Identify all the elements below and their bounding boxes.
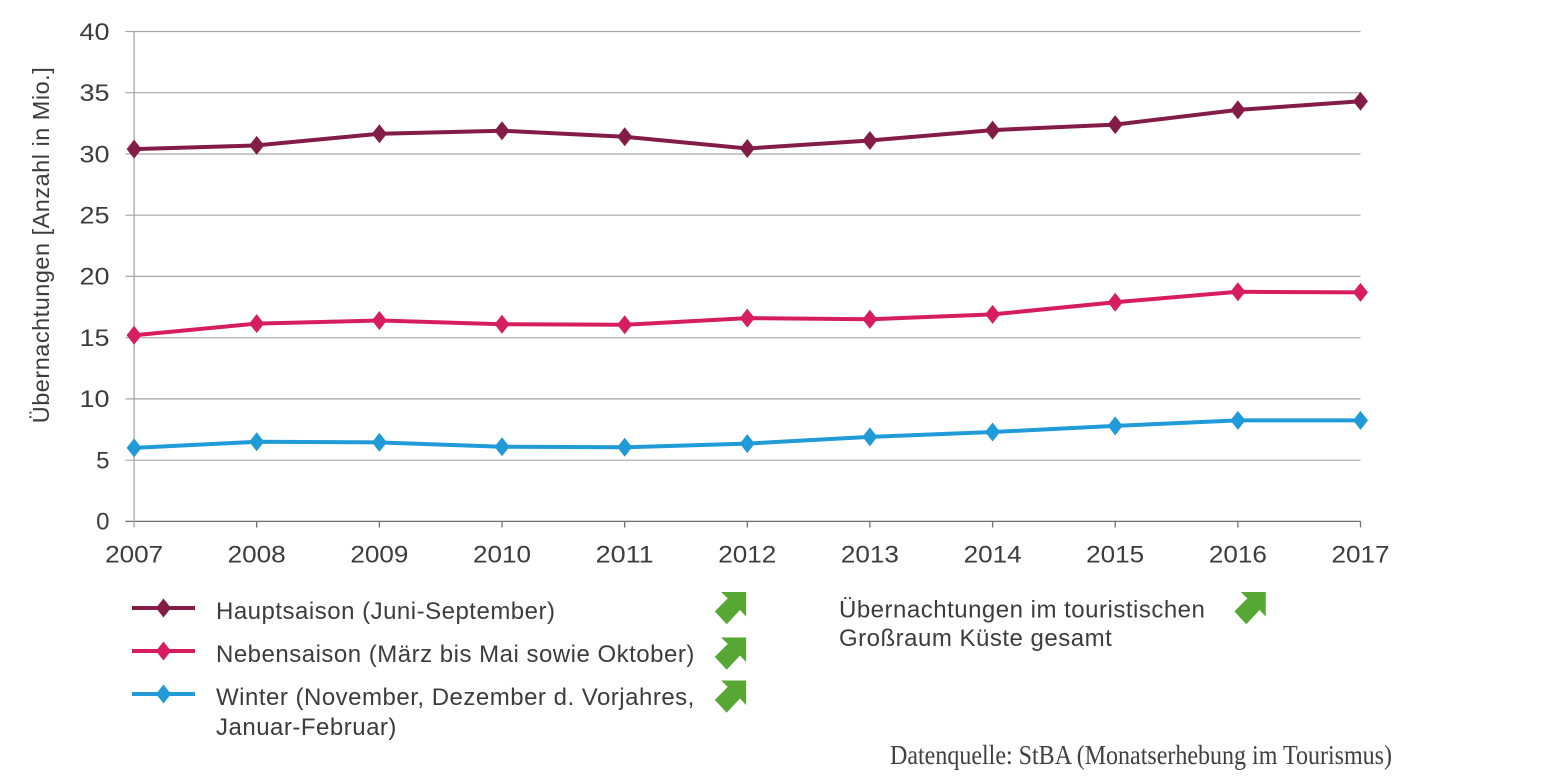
svg-text:40: 40 [80, 19, 110, 46]
svg-text:Übernachtungen [Anzahl in Mio.: Übernachtungen [Anzahl in Mio.] [28, 67, 54, 423]
svg-text:5: 5 [96, 448, 109, 475]
svg-text:10: 10 [80, 386, 110, 413]
svg-text:20: 20 [80, 264, 110, 291]
svg-text:Nebensaison (März bis Mai sowi: Nebensaison (März bis Mai sowie Oktober) [216, 641, 695, 668]
svg-text:2012: 2012 [718, 542, 776, 569]
svg-text:Datenquelle: StBA (Monatserheb: Datenquelle: StBA (Monatserhebung im Tou… [890, 740, 1392, 770]
svg-text:2007: 2007 [105, 542, 163, 569]
svg-text:2017: 2017 [1332, 542, 1390, 569]
svg-text:2010: 2010 [473, 542, 531, 569]
svg-text:Hauptsaison (Juni-September): Hauptsaison (Juni-September) [216, 598, 556, 625]
svg-text:2009: 2009 [350, 542, 408, 569]
svg-text:Großraum Küste gesamt: Großraum Küste gesamt [839, 625, 1112, 652]
svg-text:0: 0 [96, 509, 109, 536]
svg-text:Januar-Februar): Januar-Februar) [216, 714, 397, 741]
svg-text:2014: 2014 [964, 542, 1022, 569]
svg-text:15: 15 [80, 325, 110, 352]
svg-text:2013: 2013 [841, 542, 899, 569]
svg-text:30: 30 [80, 141, 110, 168]
svg-text:2016: 2016 [1209, 542, 1267, 569]
svg-text:25: 25 [80, 203, 110, 230]
svg-text:Übernachtungen im touristische: Übernachtungen im touristischen [839, 597, 1205, 624]
svg-text:Winter (November, Dezember d.: Winter (November, Dezember d. Vorjahres, [216, 684, 695, 711]
svg-text:2011: 2011 [596, 542, 654, 569]
svg-text:35: 35 [80, 80, 110, 107]
svg-text:2015: 2015 [1086, 542, 1144, 569]
svg-text:2008: 2008 [228, 542, 286, 569]
